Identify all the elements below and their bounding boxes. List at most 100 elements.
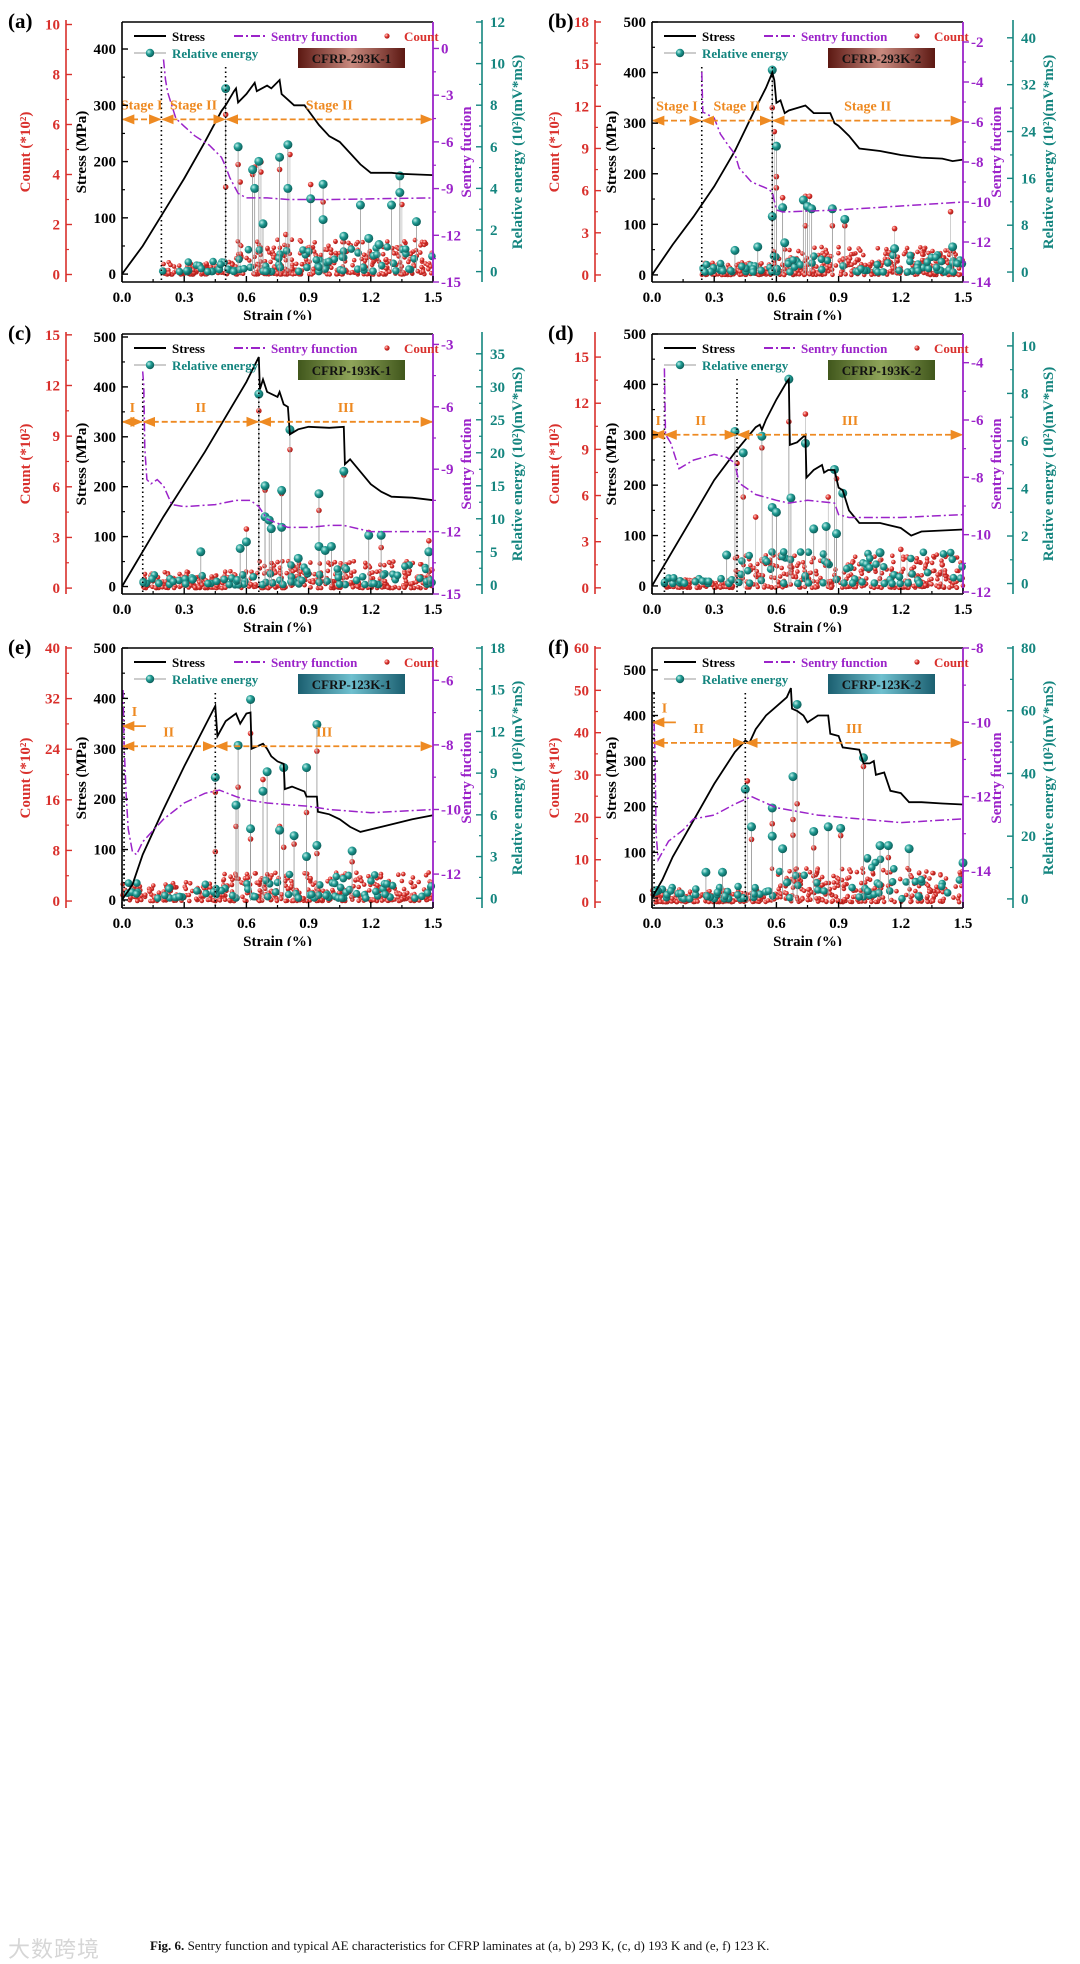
energy-tick-label: 6 [1021,434,1029,450]
count-point [273,570,278,576]
sentry-curve [162,59,434,201]
energy-point [786,893,794,902]
energy-scatter [139,389,436,589]
legend-count-label: Count [934,29,969,44]
count-point [408,585,414,591]
count-point [399,878,405,884]
count-point [796,272,802,277]
count-point [289,266,295,272]
stress-tick-label: 0 [639,579,647,595]
count-tick-label: 3 [582,226,590,242]
count-tick-label: 6 [53,118,61,134]
count-point [751,565,757,571]
energy-point [686,895,694,903]
x-tick-label: 0.3 [175,916,194,932]
stress-tick-label: 200 [94,480,117,496]
energy-point [262,267,270,276]
count-point [361,252,367,258]
stage-label: II [695,414,706,429]
energy-point [702,260,711,269]
sentry-tick-label: -12 [441,867,461,883]
legend-count-label: Count [934,341,969,356]
count-point [848,869,853,875]
energy-point [669,579,677,588]
count-point [290,262,295,268]
energy-point [325,257,333,266]
legend-sentry-label: Sentry function [801,341,888,356]
sentry-tick-label: -4 [971,356,984,372]
energy-point [183,266,191,275]
energy-point [312,840,322,850]
energy-point [373,250,381,259]
count-point [778,891,784,897]
x-tick-label: 0.6 [237,290,256,306]
legend-energy-marker [675,48,685,58]
count-point [938,581,943,587]
count-point [426,538,432,544]
x-tick-label: 0.0 [643,602,662,618]
energy-point [235,543,245,553]
energy-point [857,265,865,273]
energy-point [244,245,253,254]
energy-point [339,874,348,883]
energy-point [792,699,802,709]
count-point [378,874,384,879]
sample-badge-label: CFRP-193K-2 [842,363,921,378]
energy-scatter [660,374,966,588]
count-point [396,872,401,877]
energy-point [352,889,361,898]
count-point [376,272,382,277]
energy-point [717,867,727,877]
count-point [873,899,879,905]
energy-tick-label: 5 [490,545,498,561]
count-point [252,871,258,876]
energy-point [914,267,922,275]
count-point [835,898,841,903]
energy-tick-label: 60 [1021,704,1036,720]
stress-axis-title: Stress (MPa) [604,111,620,194]
count-point [865,876,870,882]
energy-point [773,264,781,273]
energy-point [745,551,753,560]
count-point [847,899,853,905]
count-point [370,570,375,575]
energy-point [716,259,725,268]
energy-point [823,256,832,265]
energy-point [251,892,259,901]
count-tick-label: 50 [574,683,589,699]
legend-sentry-label: Sentry function [271,655,358,670]
energy-point [902,878,910,886]
count-point [869,272,874,278]
count-point [957,870,962,875]
energy-axis-title: Relative energy (10²)(mV*mS) [510,681,526,875]
x-tick-label: 0.6 [767,290,786,306]
energy-point [733,891,742,899]
count-point [253,582,258,587]
legend-stress-label: Stress [702,29,735,44]
energy-point [416,574,424,583]
count-point [275,559,280,565]
count-scatter [161,111,435,277]
stage-label: I [132,705,137,720]
count-point [827,886,833,892]
energy-point [904,579,912,587]
energy-point [890,865,898,873]
energy-point [294,267,303,276]
legend-energy-label: Relative energy [702,672,789,687]
count-point [891,225,898,232]
energy-point [898,894,906,903]
count-point [238,251,243,256]
stress-tick-label: 100 [94,211,117,227]
sample-badge [828,674,935,694]
count-point [398,891,403,897]
stage-label: I [130,401,135,416]
legend-count-marker [914,345,920,351]
x-axis-title: Strain (%) [243,934,312,946]
panel-label: (e) [8,635,31,659]
count-point [918,245,923,250]
count-point [947,208,954,215]
count-point [279,892,285,897]
count-point [187,881,193,886]
energy-point [197,264,206,273]
sentry-axis-title: Sentry fuction [459,418,475,510]
